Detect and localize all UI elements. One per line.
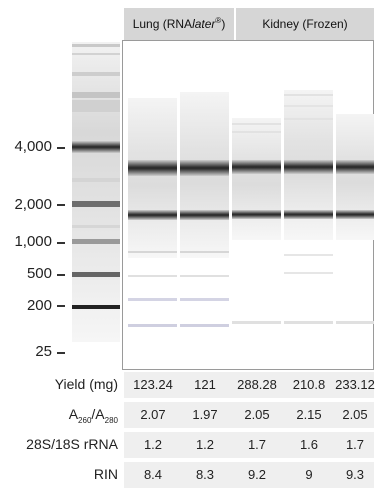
yield-value-2: 121 [194, 377, 216, 392]
ratio-value-5: 2.05 [342, 407, 368, 422]
row-label-ratio: A260/A280 [69, 406, 118, 425]
size-tick-25 [57, 352, 65, 354]
size-tick-4000 [57, 147, 65, 149]
group-header-kidney: Kidney (Frozen) [236, 8, 374, 40]
sample-lane-5 [336, 114, 374, 324]
yield-value-1: 123.24 [133, 377, 173, 392]
rin-value-2: 8.3 [195, 467, 215, 482]
ratio-value-3: 2.05 [244, 407, 270, 422]
sample-lane-4 [284, 90, 333, 324]
row-label-rin: RIN [93, 466, 118, 482]
rin-value-3: 9.2 [247, 467, 267, 482]
row-bg-rin [124, 462, 374, 488]
group-header-lung: Lung (RNAlater®) [124, 8, 234, 40]
lung-label-main: Lung (RNA [132, 17, 193, 31]
rrna-value-3: 1.7 [247, 437, 267, 452]
row-bg-ratio [124, 402, 374, 428]
size-label-200: 200 [26, 297, 52, 314]
ladder-lane [72, 42, 120, 342]
ratio-value-4: 2.15 [296, 407, 322, 422]
size-label-25: 25 [35, 343, 52, 360]
rrna-value-1: 1.2 [143, 437, 163, 452]
lung-label-italic: later [192, 17, 216, 31]
size-label-1000: 1,000 [14, 233, 52, 250]
rrna-value-5: 1.7 [345, 437, 365, 452]
size-label-4000: 4,000 [14, 138, 52, 155]
lung-label-end: ) [221, 17, 226, 31]
sample-lane-2 [180, 92, 229, 327]
ratio-label-sub2: 280 [104, 415, 118, 425]
yield-value-4: 210.8 [292, 377, 326, 392]
sample-lane-1 [128, 98, 177, 327]
rrna-value-2: 1.2 [195, 437, 215, 452]
size-label-500: 500 [26, 265, 52, 282]
size-tick-2000 [57, 204, 65, 206]
size-tick-200 [57, 305, 65, 307]
ratio-value-2: 1.97 [192, 407, 218, 422]
ratio-label-sub1: 260 [78, 415, 92, 425]
size-tick-1000 [57, 242, 65, 244]
sample-lane-3 [232, 118, 281, 324]
size-tick-500 [57, 274, 65, 276]
rrna-value-4: 1.6 [299, 437, 319, 452]
rin-value-5: 9.3 [345, 467, 365, 482]
yield-value-5: 233.12 [335, 377, 375, 392]
kidney-label: Kidney (Frozen) [262, 17, 348, 31]
row-label-yield: Yield (mg) [54, 376, 118, 392]
rin-value-1: 8.4 [143, 467, 163, 482]
lung-label-sup: ® [215, 16, 222, 25]
yield-value-3: 288.28 [237, 377, 277, 392]
ratio-label-a: A [68, 406, 79, 422]
size-label-2000: 2,000 [14, 196, 52, 213]
rin-value-4: 9 [305, 467, 313, 482]
row-bg-yield [124, 372, 374, 398]
ratio-label-slash: /A [91, 406, 105, 422]
row-bg-rrna [124, 432, 374, 458]
row-label-rrna: 28S/18S rRNA [26, 436, 118, 452]
ratio-value-1: 2.07 [140, 407, 166, 422]
